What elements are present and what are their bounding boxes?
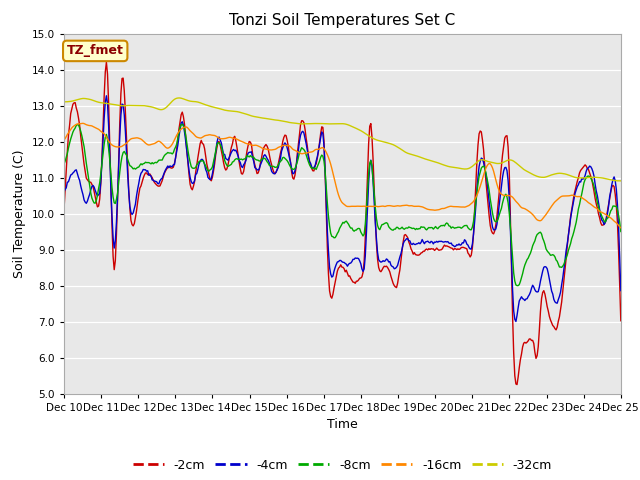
- Y-axis label: Soil Temperature (C): Soil Temperature (C): [13, 149, 26, 278]
- Text: TZ_fmet: TZ_fmet: [67, 44, 124, 58]
- X-axis label: Time: Time: [327, 418, 358, 431]
- Legend: -2cm, -4cm, -8cm, -16cm, -32cm: -2cm, -4cm, -8cm, -16cm, -32cm: [127, 454, 557, 477]
- Title: Tonzi Soil Temperatures Set C: Tonzi Soil Temperatures Set C: [229, 13, 456, 28]
